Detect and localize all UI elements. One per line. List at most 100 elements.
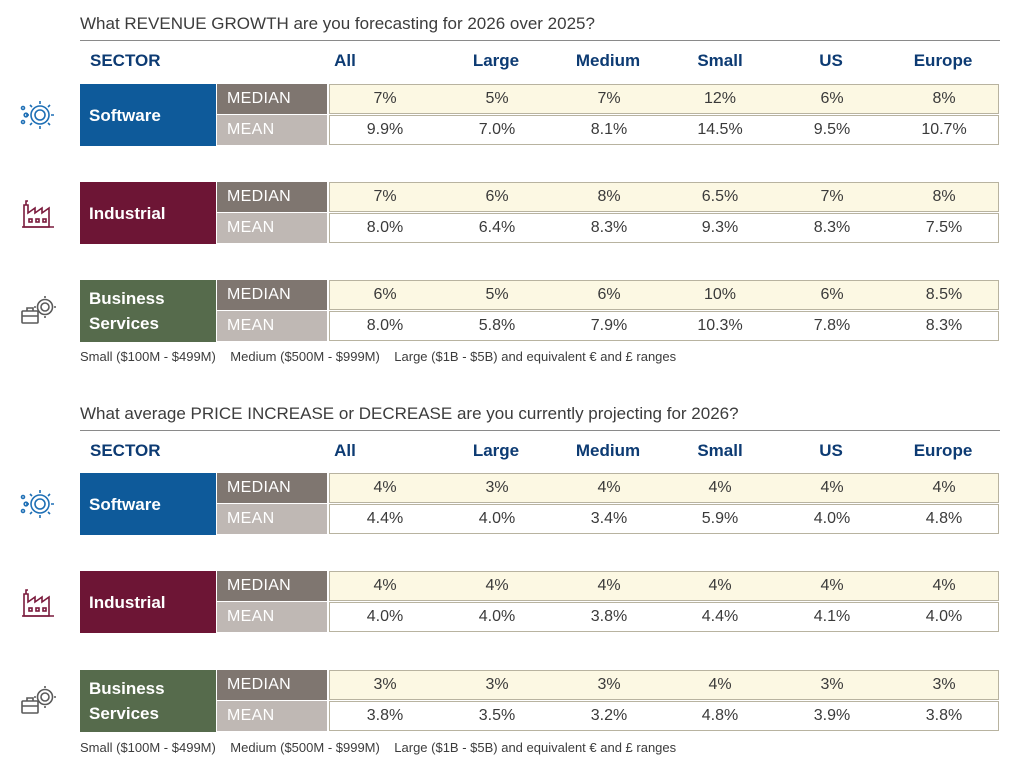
value-cell: 3% [820,676,844,693]
value-cell: 3.8% [366,707,404,724]
mean-row: 9.9% 7.0% 8.1% 14.5% 9.5% 10.7% [329,115,999,145]
value-cell: 4% [373,577,397,594]
value-cell: 3% [932,676,956,693]
mean-label: MEAN [217,115,327,145]
mean-label: MEAN [217,504,327,534]
mean-label: MEAN [217,311,327,341]
value-cell: 4% [932,479,956,496]
median-label: MEDIAN [217,182,327,212]
value-cell: 14.5% [697,121,743,138]
mean-row: 4.0% 4.0% 3.8% 4.4% 4.1% 4.0% [329,602,999,632]
value-cell: 10.3% [697,317,743,334]
value-cell: 3% [373,676,397,693]
value-cell: 3.2% [590,707,628,724]
sector-label-software: Software [80,473,216,535]
value-cell: 8.0% [366,317,404,334]
value-cell: 3.9% [813,707,851,724]
value-cell: 7% [373,188,397,205]
value-cell: 10.7% [921,121,967,138]
value-cell: 4.0% [366,608,404,625]
value-cell: 7% [373,90,397,107]
value-cell: 8.3% [813,219,851,236]
value-cell: 4.8% [701,707,739,724]
value-cell: 9.3% [701,219,739,236]
col-header-europe: Europe [913,441,973,460]
gears-icon [20,101,54,129]
value-cell: 6% [485,188,509,205]
value-cell: 4.0% [925,608,963,625]
col-header-us: US [819,51,843,70]
value-cell: 4% [820,479,844,496]
value-cell: 3% [485,479,509,496]
col-header-large: Large [472,441,520,460]
value-cell: 4% [932,577,956,594]
col-header-all: All [334,441,356,460]
value-cell: 10% [703,286,737,303]
gears-icon [20,490,54,518]
value-cell: 9.5% [813,121,851,138]
value-cell: 7.8% [813,317,851,334]
value-cell: 8.3% [925,317,963,334]
sector-header: SECTOR [90,441,161,460]
price-industrial-block: Industrial MEDIAN MEAN 4% 4% 4% 4% 4% 4%… [0,571,1024,633]
value-cell: 3% [597,676,621,693]
value-cell: 7% [820,188,844,205]
median-row: 3% 3% 3% 4% 3% 3% [329,670,999,700]
value-cell: 4.1% [813,608,851,625]
value-cell: 4% [708,577,732,594]
sector-label-business-services: Business Services [80,280,216,342]
median-label: MEDIAN [217,473,327,503]
value-cell: 6% [597,286,621,303]
revenue-industrial-block: Industrial MEDIAN MEAN 7% 6% 8% 6.5% 7% … [0,182,1024,244]
median-row: 4% 3% 4% 4% 4% 4% [329,473,999,503]
value-cell: 7.9% [590,317,628,334]
value-cell: 4.4% [701,608,739,625]
col-header-medium: Medium [575,441,641,460]
factory-icon [22,200,54,228]
col-header-all: All [334,51,356,70]
value-cell: 4.0% [478,510,516,527]
sector-label-text: Business Services [89,289,165,333]
factory-icon [22,589,54,617]
revenue-business-services-block: Business Services MEDIAN MEAN 6% 5% 6% 1… [0,280,1024,342]
value-cell: 8% [932,90,956,107]
sector-label-business-services: Business Services [80,670,216,732]
value-cell: 4% [597,577,621,594]
mean-label: MEAN [217,602,327,632]
size-footnote: Small ($100M - $499M) Medium ($500M - $9… [80,740,677,755]
mean-row: 3.8% 3.5% 3.2% 4.8% 3.9% 3.8% [329,701,999,731]
value-cell: 3.8% [925,707,963,724]
value-cell: 8.3% [590,219,628,236]
section-title: What REVENUE GROWTH are you forecasting … [80,14,595,33]
value-cell: 3.8% [590,608,628,625]
value-cell: 3% [485,676,509,693]
price-software-block: Software MEDIAN MEAN 4% 3% 4% 4% 4% 4% 4… [0,473,1024,535]
value-cell: 6% [820,286,844,303]
value-cell: 4.0% [813,510,851,527]
value-cell: 8.0% [366,219,404,236]
mean-label: MEAN [217,701,327,731]
median-row: 6% 5% 6% 10% 6% 8.5% [329,280,999,310]
value-cell: 8% [932,188,956,205]
value-cell: 4% [708,676,732,693]
sector-label-text: Business Services [89,679,165,723]
mean-row: 4.4% 4.0% 3.4% 5.9% 4.0% 4.8% [329,504,999,534]
col-header-small: Small [697,51,743,70]
col-header-large: Large [472,51,520,70]
value-cell: 5.8% [478,317,516,334]
value-cell: 5.9% [701,510,739,527]
col-header-medium: Medium [575,51,641,70]
value-cell: 6.5% [701,188,739,205]
value-cell: 4% [373,479,397,496]
value-cell: 6% [373,286,397,303]
value-cell: 9.9% [366,121,404,138]
value-cell: 4% [820,577,844,594]
median-label: MEDIAN [217,571,327,601]
col-header-us: US [819,441,843,460]
median-label: MEDIAN [217,670,327,700]
value-cell: 4.8% [925,510,963,527]
col-header-small: Small [697,441,743,460]
col-header-europe: Europe [913,51,973,70]
median-label: MEDIAN [217,280,327,310]
column-header-row: SECTOR All Large Medium Small US Europe [80,46,1000,76]
